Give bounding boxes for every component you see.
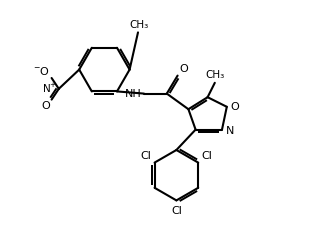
Text: Cl: Cl [171, 206, 182, 216]
Text: Cl: Cl [141, 151, 152, 161]
Text: N: N [226, 126, 234, 136]
Text: O: O [230, 102, 239, 112]
Text: O: O [179, 64, 188, 74]
Text: $^{-}$O: $^{-}$O [33, 65, 50, 77]
Text: CH₃: CH₃ [129, 19, 149, 30]
Text: NH: NH [125, 89, 142, 99]
Text: O: O [41, 101, 50, 111]
Text: Cl: Cl [201, 151, 212, 161]
Text: CH₃: CH₃ [205, 70, 224, 80]
Text: N$^{+}$: N$^{+}$ [42, 82, 58, 95]
